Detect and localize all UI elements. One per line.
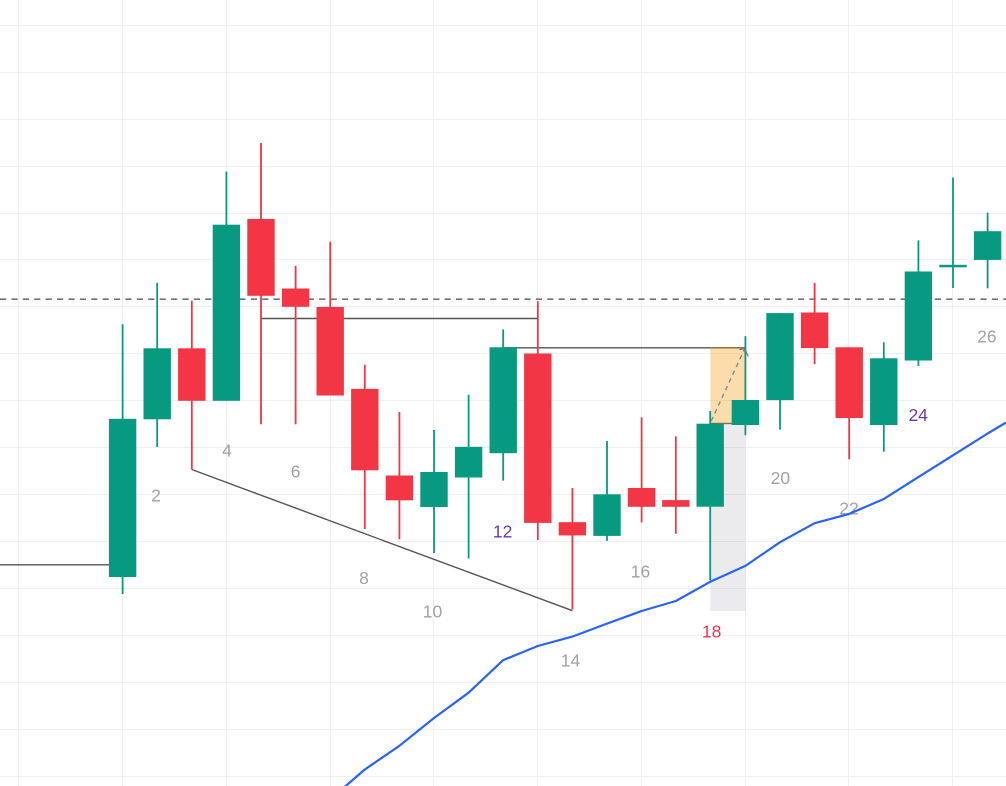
svg-text:24: 24 (908, 405, 928, 425)
svg-text:20: 20 (771, 468, 791, 488)
svg-text:10: 10 (423, 601, 443, 621)
svg-text:22: 22 (839, 498, 858, 518)
svg-text:18: 18 (702, 621, 721, 641)
svg-text:8: 8 (359, 568, 369, 588)
svg-text:16: 16 (631, 561, 650, 581)
svg-text:26: 26 (977, 326, 996, 346)
svg-text:2: 2 (151, 485, 161, 505)
svg-text:14: 14 (561, 650, 581, 670)
svg-text:4: 4 (222, 440, 232, 460)
svg-text:6: 6 (291, 461, 301, 481)
svg-text:12: 12 (493, 522, 512, 542)
